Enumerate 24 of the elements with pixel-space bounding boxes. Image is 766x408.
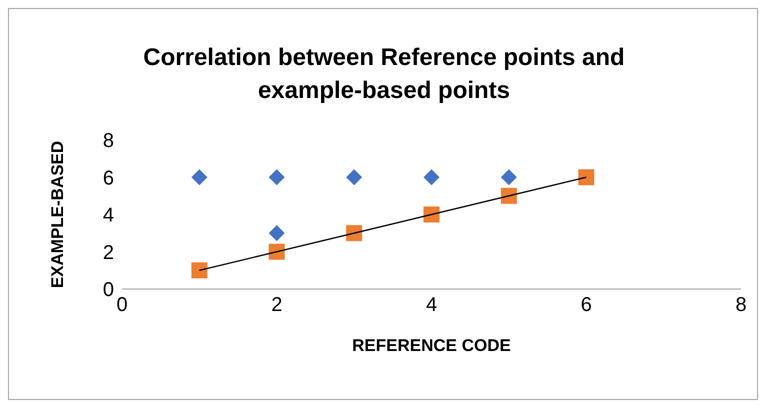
- y-tick-label: 0: [102, 279, 114, 302]
- point: [424, 169, 440, 186]
- point: [268, 244, 285, 260]
- point: [500, 169, 517, 186]
- y-tick-label: 4: [102, 204, 114, 227]
- point: [268, 169, 285, 186]
- point: [191, 262, 208, 278]
- point: [268, 225, 285, 242]
- point: [500, 188, 517, 204]
- x-axis-title: REFERENCE CODE: [352, 336, 511, 355]
- chart-title: Correlation between Reference points and example-based points: [142, 43, 626, 106]
- point: [346, 225, 362, 242]
- y-tick-label: 6: [102, 167, 114, 190]
- point: [424, 206, 440, 222]
- y-axis-title: EXAMPLE-BASED: [48, 140, 68, 288]
- x-tick-label: 2: [271, 294, 282, 316]
- y-tick-label: 2: [102, 242, 114, 264]
- x-tick-label: 6: [580, 294, 592, 316]
- x-tick-label: 8: [735, 294, 747, 316]
- x-tick-label: 4: [426, 294, 438, 316]
- point: [578, 169, 594, 186]
- y-tick-label: 8: [102, 130, 114, 152]
- point: [346, 169, 362, 186]
- point: [191, 169, 208, 186]
